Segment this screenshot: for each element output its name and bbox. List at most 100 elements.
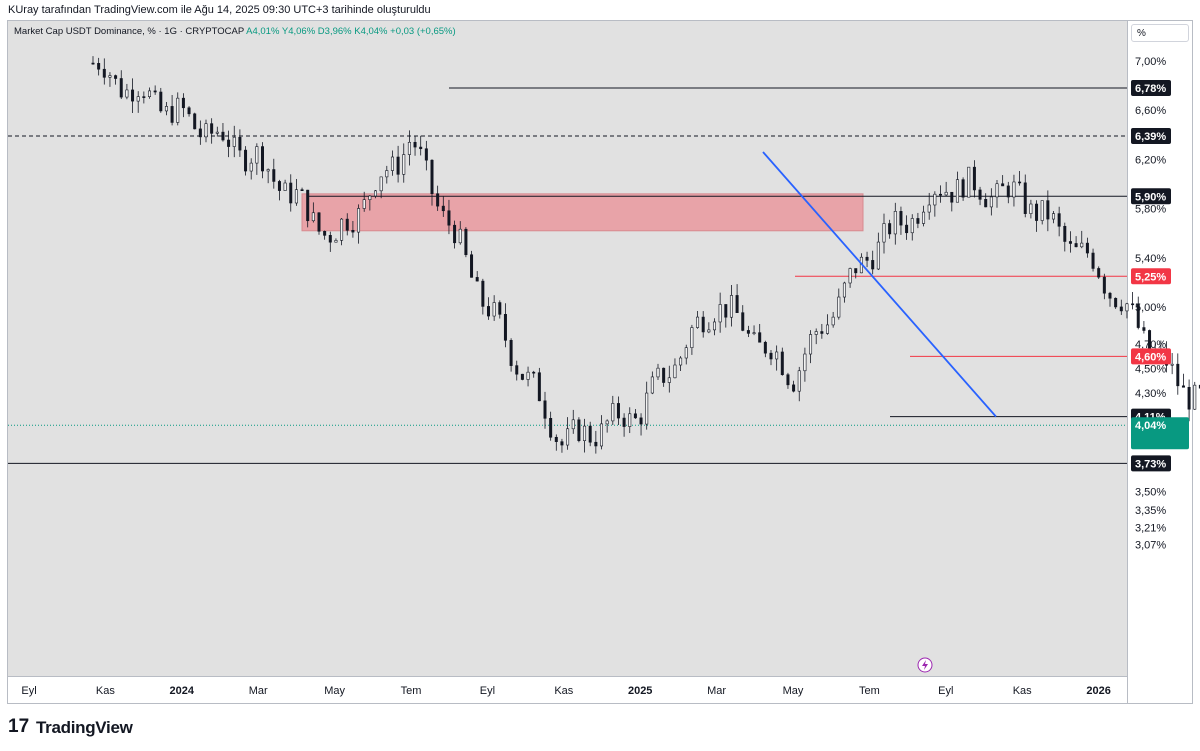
candle-body <box>967 166 971 198</box>
candle-body <box>955 179 959 203</box>
candle-body <box>373 190 377 197</box>
candle-body <box>786 374 790 386</box>
level-tag-2 <box>1131 188 1171 205</box>
candle-body <box>119 78 123 98</box>
candle-body <box>656 367 660 378</box>
x-tick-label-2: 2024 <box>170 685 195 697</box>
candle-body <box>639 417 643 425</box>
candle-body <box>543 400 547 419</box>
candle-body <box>323 231 327 236</box>
candle-body <box>809 334 813 355</box>
candle-body <box>1035 203 1039 221</box>
candle-body <box>724 304 728 318</box>
candle-body <box>486 306 490 317</box>
candle-body <box>622 417 626 427</box>
candle-body <box>566 428 570 446</box>
x-tick-label-6: Eyl <box>480 685 495 697</box>
candle-body <box>91 62 95 65</box>
candle-body <box>289 182 293 204</box>
candle-body <box>176 97 180 123</box>
candle-body <box>780 351 784 376</box>
axis-corner <box>1128 677 1192 703</box>
candle-body <box>910 218 914 234</box>
candle-body <box>260 146 264 172</box>
candle-body <box>1051 213 1055 220</box>
candle-body <box>922 211 926 224</box>
candle-body <box>193 113 197 130</box>
y-tick-label-6: 4,70% <box>1135 339 1166 351</box>
candle-body <box>368 195 372 200</box>
candle-body <box>294 189 298 204</box>
y-tick-label-12: 3,21% <box>1135 522 1166 534</box>
x-tick-label-5: Tem <box>401 685 422 697</box>
candle-body <box>520 373 524 380</box>
x-tick-label-11: Tem <box>859 685 880 697</box>
candle-body <box>628 413 632 427</box>
candle-body <box>820 331 824 334</box>
candle-body <box>1176 363 1180 387</box>
last-price-tag <box>1131 417 1189 450</box>
candle-body <box>938 193 942 196</box>
candle-body <box>645 392 649 425</box>
tradingview-brand: TradingView <box>36 718 133 737</box>
candle-body <box>1080 242 1084 248</box>
candle-body <box>1091 252 1095 269</box>
y-tick-label-13: 3,07% <box>1135 540 1166 552</box>
plot-area[interactable] <box>8 21 1127 676</box>
level-tag-0 <box>1131 80 1171 96</box>
candle-body <box>266 169 270 172</box>
candle-body <box>662 367 666 383</box>
candle-body <box>492 302 496 317</box>
candle-body <box>238 136 242 151</box>
candle-body <box>204 123 208 138</box>
candle-body <box>498 302 502 315</box>
ohlc-values: A4,01% Y4,06% D3,96% K4,04% +0,03 (+0,65… <box>246 26 456 37</box>
candle-body <box>357 208 361 233</box>
candle-body <box>407 141 411 155</box>
candle-body <box>413 141 417 148</box>
level-tag-label-2: 5,90% <box>1135 191 1166 203</box>
candle-body <box>701 316 705 333</box>
candle-body <box>599 423 603 447</box>
candle-body <box>272 169 276 182</box>
candle-body <box>950 191 954 203</box>
candle-body <box>503 314 507 341</box>
candle-body <box>825 324 829 334</box>
candle-body <box>989 196 993 208</box>
candle-body <box>317 212 321 232</box>
candle-body <box>769 352 773 360</box>
candle-body <box>616 403 620 419</box>
candle-body <box>306 189 310 222</box>
candle-body <box>441 205 445 212</box>
candle-body <box>170 106 174 123</box>
candle-body <box>1142 327 1146 331</box>
candle-body <box>458 228 462 244</box>
candle-body <box>1181 385 1185 388</box>
candle-body <box>729 295 733 318</box>
candle-body <box>424 148 428 161</box>
candle-body <box>430 159 434 195</box>
candle-body <box>390 156 394 171</box>
candle-body <box>605 420 609 425</box>
candle-body <box>1046 200 1050 220</box>
candle-body <box>159 91 163 112</box>
candle-body <box>537 372 541 402</box>
candle-body <box>509 340 513 366</box>
candle-body <box>944 191 948 196</box>
candle-body <box>532 371 536 374</box>
scale-unit-button[interactable]: % <box>1131 24 1189 42</box>
candle-body <box>888 223 892 235</box>
candle-body <box>837 296 841 318</box>
y-tick-label-4: 5,40% <box>1135 253 1166 265</box>
symbol-legend[interactable]: Market Cap USDT Dominance, % · 1G · CRYP… <box>14 26 456 37</box>
candle-body <box>1085 242 1089 254</box>
candle-body <box>147 90 151 97</box>
candle-body <box>340 218 344 241</box>
candle-body <box>961 179 965 198</box>
candle-body <box>164 106 168 112</box>
candle-body <box>882 223 886 243</box>
time-axis[interactable] <box>8 677 1127 703</box>
bar-countdown: 17:29:15 <box>1141 473 1184 485</box>
candle-body <box>746 330 750 334</box>
